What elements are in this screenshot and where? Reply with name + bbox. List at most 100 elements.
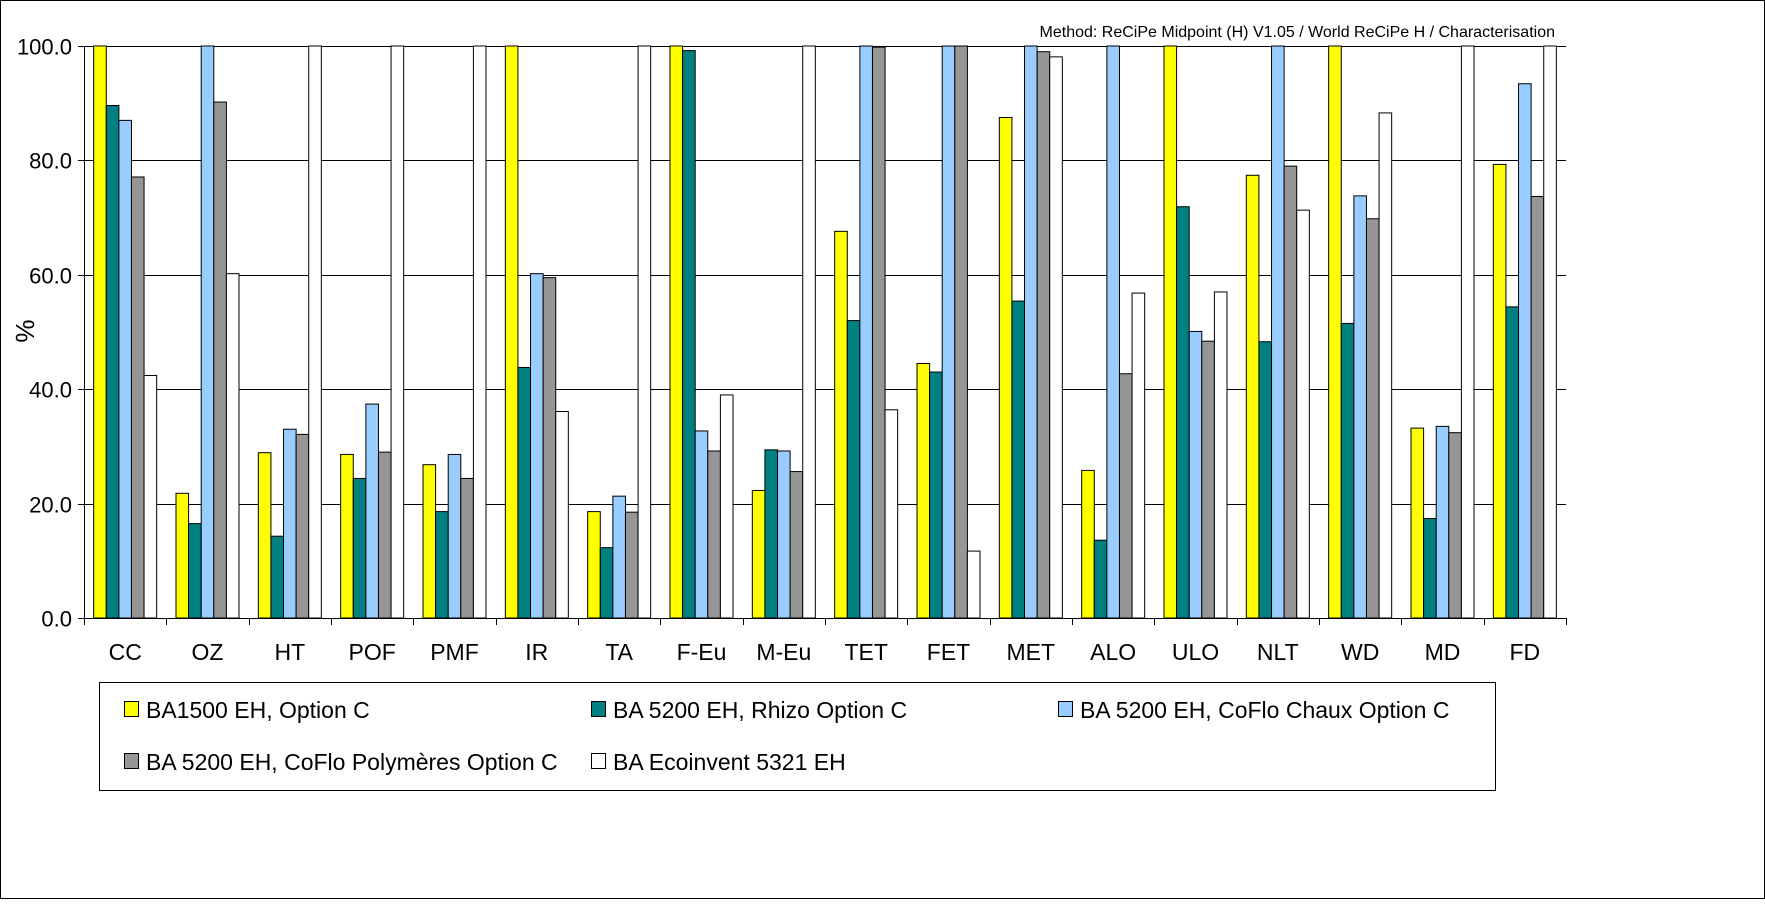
bar-ba-ecoinvent-5321-eh-alo <box>1131 292 1146 619</box>
legend-swatch <box>591 701 606 717</box>
method-note: Method: ReCiPe Midpoint (H) V1.05 / Worl… <box>1040 24 1555 41</box>
bar-ba1500-eh-option-c-cc <box>93 45 107 619</box>
bar-ba-ecoinvent-5321-eh-ta <box>637 45 652 619</box>
bar-ba1500-eh-option-c-fet <box>916 362 931 619</box>
bar-ba-5200-eh-coflo-polym-res-option-c-pmf <box>460 477 474 619</box>
bar-ba-5200-eh-coflo-chaux-option-c-f-eu <box>694 430 709 619</box>
bar-ba-ecoinvent-5321-eh-cc <box>143 374 158 619</box>
x-category-label: PMF <box>430 639 479 665</box>
y-tick-label: 40.0 <box>29 378 72 403</box>
x-category-label: POF <box>349 639 396 665</box>
bar-ba-ecoinvent-5321-eh-pof <box>390 45 405 619</box>
bar-ba-5200-eh-coflo-polym-res-option-c-cc <box>130 176 145 619</box>
bar-ba-5200-eh-rhizo-option-c-ht <box>270 535 285 619</box>
bar-ba-5200-eh-rhizo-option-c-ir <box>517 366 532 619</box>
bar-ba-5200-eh-rhizo-option-c-met <box>1011 300 1026 619</box>
bar-ba-5200-eh-coflo-chaux-option-c-fd <box>1518 83 1532 619</box>
bar-ba-5200-eh-coflo-chaux-option-c-nlt <box>1271 45 1285 619</box>
legend-label: BA 5200 EH, CoFlo Chaux Option C <box>1080 697 1449 723</box>
y-tick-label: 0.0 <box>41 607 72 632</box>
bar-ba-5200-eh-rhizo-option-c-md <box>1423 517 1437 619</box>
x-category-label: ULO <box>1172 639 1219 665</box>
x-category-label: F-Eu <box>677 639 727 665</box>
bar-ba-5200-eh-rhizo-option-c-wd <box>1340 322 1355 619</box>
bar-ba-ecoinvent-5321-eh-fet <box>966 550 981 619</box>
y-tick-label: 80.0 <box>29 149 72 174</box>
bar-ba-5200-eh-coflo-chaux-option-c-md <box>1435 425 1450 619</box>
bar-ba-5200-eh-coflo-polym-res-option-c-tet <box>871 46 886 619</box>
x-category-label: TA <box>605 639 633 665</box>
bar-ba-5200-eh-rhizo-option-c-ulo <box>1176 206 1190 619</box>
bar-ba-5200-eh-rhizo-option-c-fet <box>929 371 943 619</box>
bar-ba-ecoinvent-5321-eh-ir <box>555 411 569 619</box>
bar-ba-ecoinvent-5321-eh-wd <box>1378 112 1393 619</box>
bar-ba1500-eh-option-c-m-eu <box>751 489 766 619</box>
bar-ba-5200-eh-coflo-polym-res-option-c-ulo <box>1201 340 1215 619</box>
bar-ba-5200-eh-rhizo-option-c-fd <box>1505 306 1520 619</box>
bars <box>93 45 1557 619</box>
bar-ba-ecoinvent-5321-eh-ulo <box>1213 291 1228 619</box>
x-category-label: IR <box>525 639 548 665</box>
bar-ba-5200-eh-rhizo-option-c-ta <box>599 547 614 619</box>
legend: BA1500 EH, Option C BA 5200 EH, Rhizo Opt… <box>124 697 1449 775</box>
x-category-label: ALO <box>1090 639 1136 665</box>
bar-ba-ecoinvent-5321-eh-tet <box>884 409 899 619</box>
y-tick-labels: 0.0 20.0 40.0 60.0 80.0 100.0 <box>17 35 72 632</box>
x-category-label: OZ <box>192 639 224 665</box>
bar-ba1500-eh-option-c-ir <box>504 45 519 619</box>
bar-ba1500-eh-option-c-ht <box>257 452 272 619</box>
x-category-label: HT <box>274 639 305 665</box>
bar-ba-5200-eh-coflo-chaux-option-c-pof <box>365 403 379 619</box>
legend-swatch <box>1058 701 1073 717</box>
bar-ba1500-eh-option-c-md <box>1410 427 1425 619</box>
bar-ba-ecoinvent-5321-eh-met <box>1049 56 1063 619</box>
bar-ba-5200-eh-coflo-polym-res-option-c-alo <box>1118 373 1133 619</box>
bar-ba-5200-eh-coflo-polym-res-option-c-oz <box>213 101 227 619</box>
bar-ba-5200-eh-rhizo-option-c-tet <box>846 320 861 619</box>
y-tick-label: 20.0 <box>29 493 72 518</box>
bar-ba-5200-eh-coflo-chaux-option-c-wd <box>1353 195 1367 619</box>
bar-ba-5200-eh-rhizo-option-c-pof <box>352 477 367 619</box>
bar-ba-ecoinvent-5321-eh-fd <box>1543 45 1557 619</box>
bar-ba-5200-eh-coflo-polym-res-option-c-ir <box>542 277 557 619</box>
bar-ba-5200-eh-coflo-polym-res-option-c-pof <box>377 451 392 619</box>
bar-ba-5200-eh-coflo-chaux-option-c-oz <box>200 45 215 619</box>
bar-ba-5200-eh-coflo-chaux-option-c-fet <box>941 45 956 619</box>
bar-ba1500-eh-option-c-ulo <box>1163 45 1178 619</box>
bar-ba-5200-eh-rhizo-option-c-cc <box>105 104 120 619</box>
y-tick-label: 100.0 <box>17 35 72 60</box>
x-category-label: WD <box>1341 639 1379 665</box>
bar-ba-5200-eh-coflo-chaux-option-c-m-eu <box>777 450 791 619</box>
bar-ba-5200-eh-coflo-chaux-option-c-pmf <box>447 453 462 619</box>
bar-ba-5200-eh-coflo-polym-res-option-c-fet <box>954 45 968 619</box>
legend-swatch <box>591 753 606 769</box>
bar-ba1500-eh-option-c-pof <box>340 453 354 619</box>
x-category-label: TET <box>844 639 887 665</box>
bar-ba-5200-eh-rhizo-option-c-pmf <box>435 511 449 619</box>
legend-box <box>99 682 1496 791</box>
bar-ba1500-eh-option-c-met <box>998 117 1013 619</box>
bar-ba-ecoinvent-5321-eh-m-eu <box>802 45 816 619</box>
legend-label: BA 5200 EH, Rhizo Option C <box>613 697 907 723</box>
bar-ba-5200-eh-coflo-chaux-option-c-alo <box>1106 45 1120 619</box>
x-category-label: MD <box>1425 639 1461 665</box>
y-tick-label: 60.0 <box>29 264 72 289</box>
bar-ba-5200-eh-coflo-chaux-option-c-cc <box>118 119 132 619</box>
bar-ba-5200-eh-rhizo-option-c-alo <box>1093 539 1108 619</box>
bar-ba1500-eh-option-c-pmf <box>422 464 437 619</box>
x-category-label: FD <box>1509 639 1540 665</box>
bar-ba-ecoinvent-5321-eh-pmf <box>472 45 487 619</box>
bar-ba-5200-eh-coflo-chaux-option-c-met <box>1024 45 1038 619</box>
gridlines <box>84 46 1566 505</box>
legend-label: BA1500 EH, Option C <box>146 697 370 723</box>
bar-ba1500-eh-option-c-f-eu <box>669 45 684 619</box>
legend-label: BA Ecoinvent 5321 EH <box>613 749 846 775</box>
legend-swatch <box>124 753 139 769</box>
bar-ba1500-eh-option-c-alo <box>1081 469 1095 619</box>
bar-ba-5200-eh-coflo-polym-res-option-c-nlt <box>1283 165 1298 619</box>
bar-ba-5200-eh-rhizo-option-c-nlt <box>1258 341 1273 619</box>
bar-ba-5200-eh-coflo-chaux-option-c-tet <box>859 45 873 619</box>
bar-ba-5200-eh-coflo-polym-res-option-c-md <box>1448 432 1462 619</box>
